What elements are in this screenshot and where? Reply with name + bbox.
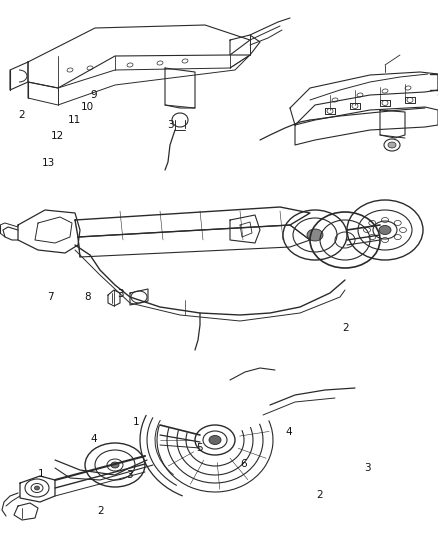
Text: 3: 3 xyxy=(364,463,371,473)
Text: 10: 10 xyxy=(81,102,94,111)
Ellipse shape xyxy=(35,486,39,490)
Text: 2: 2 xyxy=(343,323,350,333)
Text: 2: 2 xyxy=(97,506,104,515)
Text: 2: 2 xyxy=(316,490,323,499)
Ellipse shape xyxy=(307,229,323,241)
Text: 3: 3 xyxy=(117,289,124,299)
Text: 1: 1 xyxy=(38,470,45,479)
Ellipse shape xyxy=(379,225,391,235)
Text: 3: 3 xyxy=(126,471,133,480)
Text: 2: 2 xyxy=(18,110,25,119)
Text: 1: 1 xyxy=(132,417,139,427)
Text: 12: 12 xyxy=(50,131,64,141)
Text: 4: 4 xyxy=(286,427,293,437)
Ellipse shape xyxy=(388,142,396,148)
Text: 7: 7 xyxy=(47,293,54,302)
Ellipse shape xyxy=(111,462,119,468)
Ellipse shape xyxy=(209,435,221,445)
Text: 6: 6 xyxy=(240,459,247,469)
Text: 13: 13 xyxy=(42,158,55,167)
Text: 5: 5 xyxy=(196,443,203,453)
Text: 9: 9 xyxy=(91,90,98,100)
Text: 4: 4 xyxy=(91,434,98,443)
Text: 3: 3 xyxy=(167,120,174,130)
Text: 11: 11 xyxy=(68,115,81,125)
Text: 8: 8 xyxy=(84,293,91,302)
